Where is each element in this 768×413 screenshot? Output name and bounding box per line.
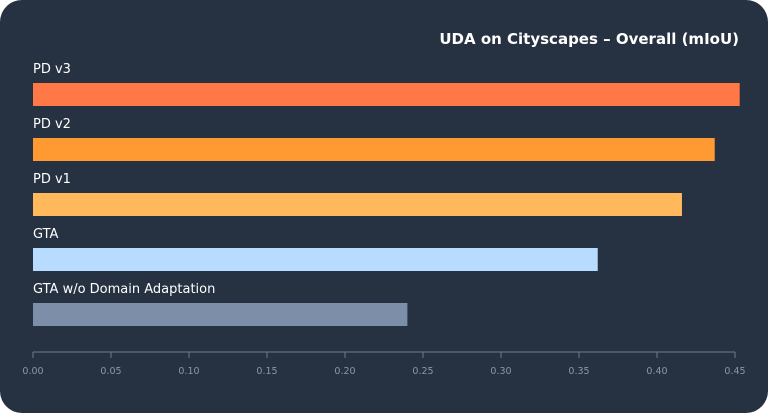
bar — [33, 138, 715, 161]
x-tick-label: 0.45 — [724, 366, 745, 377]
bar — [33, 83, 740, 106]
x-tick-label: 0.20 — [334, 366, 355, 377]
bar — [33, 193, 682, 216]
bar-label: GTA — [33, 227, 59, 242]
bar — [33, 303, 408, 326]
x-tick-label: 0.15 — [256, 366, 277, 377]
x-tick-label: 0.40 — [646, 366, 667, 377]
x-tick-label: 0.30 — [490, 366, 511, 377]
bars-group: PD v3 PD v2 PD v1 GTA GTA w/o Domain Adaptat… — [33, 62, 740, 326]
bar — [33, 248, 598, 271]
bar-label: PD v3 — [33, 62, 71, 77]
x-tick-label: 0.00 — [22, 366, 43, 377]
x-axis: 0.00 0.05 0.10 0.15 0.20 0.25 0.30 0.35 0.40 0.45 — [22, 351, 746, 377]
x-tick-label: 0.05 — [100, 366, 121, 377]
x-tick-label: 0.10 — [178, 366, 199, 377]
bar-label: PD v1 — [33, 172, 71, 187]
x-tick-label: 0.35 — [568, 366, 589, 377]
chart-title: UDA on Cityscapes – Overall (mIoU) — [439, 30, 739, 48]
bar-label: GTA w/o Domain Adaptation — [33, 282, 215, 297]
bar-label: PD v2 — [33, 117, 71, 132]
x-tick-label: 0.25 — [412, 366, 433, 377]
